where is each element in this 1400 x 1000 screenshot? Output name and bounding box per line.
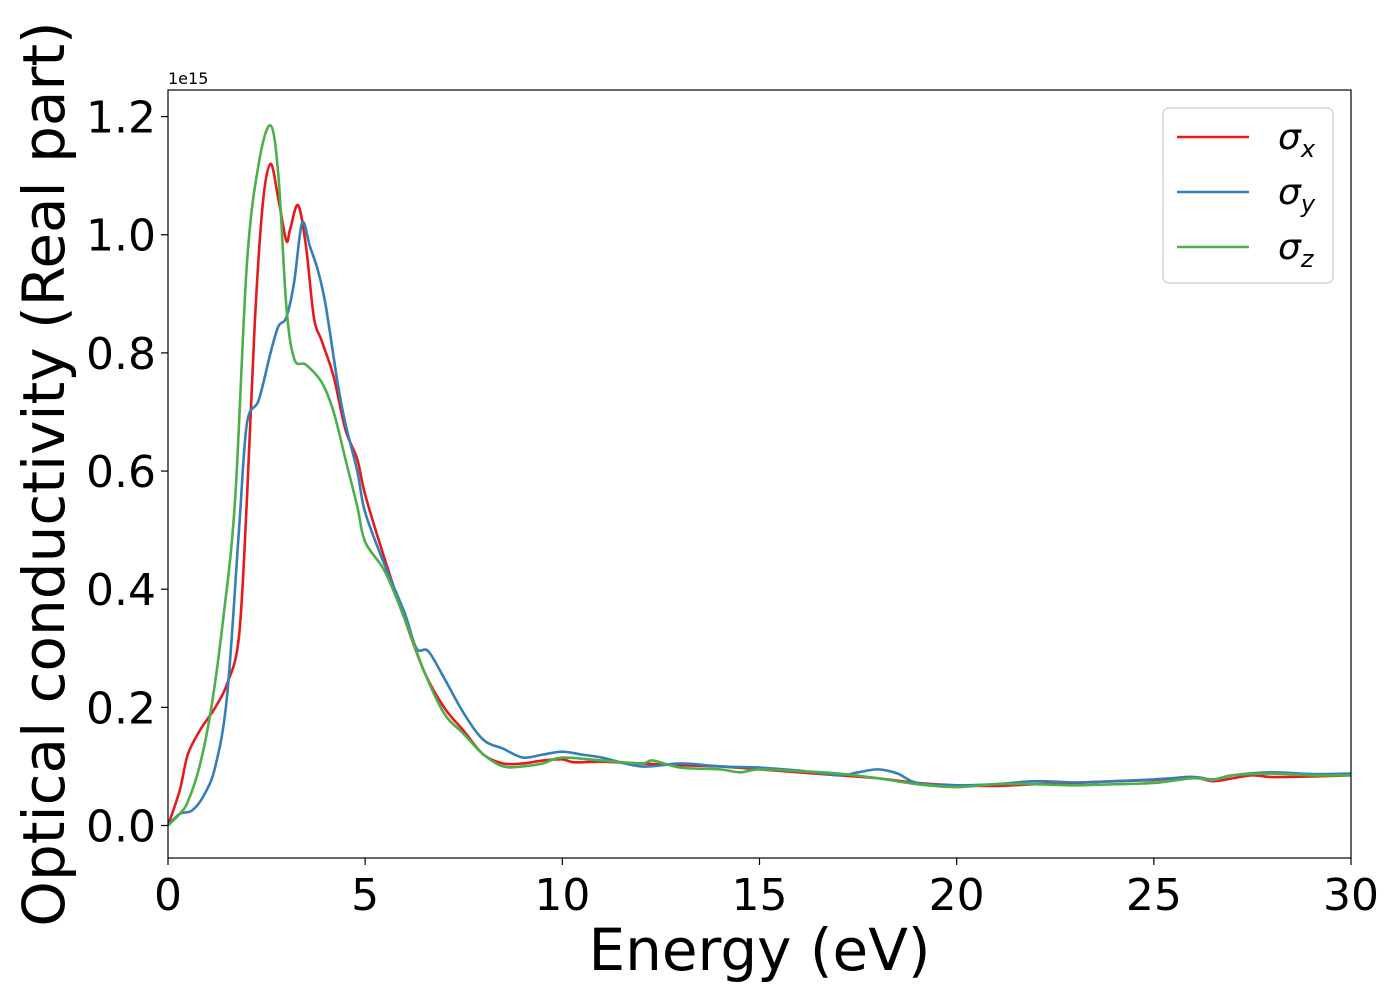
x-tick-label: 30	[1323, 870, 1379, 921]
x-axis-title: Energy (eV)	[588, 916, 930, 984]
y-tick-label: 0.8	[86, 329, 156, 380]
legend: σx σy σz	[1162, 107, 1334, 284]
x-tick-label: 25	[1126, 870, 1182, 921]
y-tick-label: 0.6	[86, 447, 156, 498]
y-axis-title: Optical conductivity (Real part)	[10, 21, 78, 926]
x-axis-ticks: 0 5 10 15 20 25 30	[154, 858, 1379, 921]
y-tick-label: 0.0	[86, 802, 156, 853]
legend-label-y: σy	[1278, 172, 1316, 218]
x-tick-label: 0	[154, 870, 182, 921]
series-line-y	[168, 220, 1351, 827]
y-tick-label: 0.4	[86, 565, 156, 616]
y-axis-ticks: 0.0 0.2 0.4 0.6 0.8 1.0 1.2	[86, 93, 168, 853]
legend-label-x: σx	[1278, 117, 1316, 163]
x-tick-label: 15	[732, 870, 788, 921]
x-tick-label: 10	[534, 870, 590, 921]
legend-frame	[1162, 107, 1334, 284]
y-tick-label: 1.0	[86, 211, 156, 262]
series-line-z	[168, 124, 1351, 827]
x-tick-label: 20	[929, 870, 985, 921]
series-layer	[168, 124, 1351, 827]
y-tick-label: 0.2	[86, 683, 156, 734]
y-tick-label: 1.2	[86, 93, 156, 144]
x-tick-label: 5	[351, 870, 379, 921]
y-axis-offset-text: 1e15	[168, 69, 208, 88]
legend-label-z: σz	[1278, 227, 1315, 273]
